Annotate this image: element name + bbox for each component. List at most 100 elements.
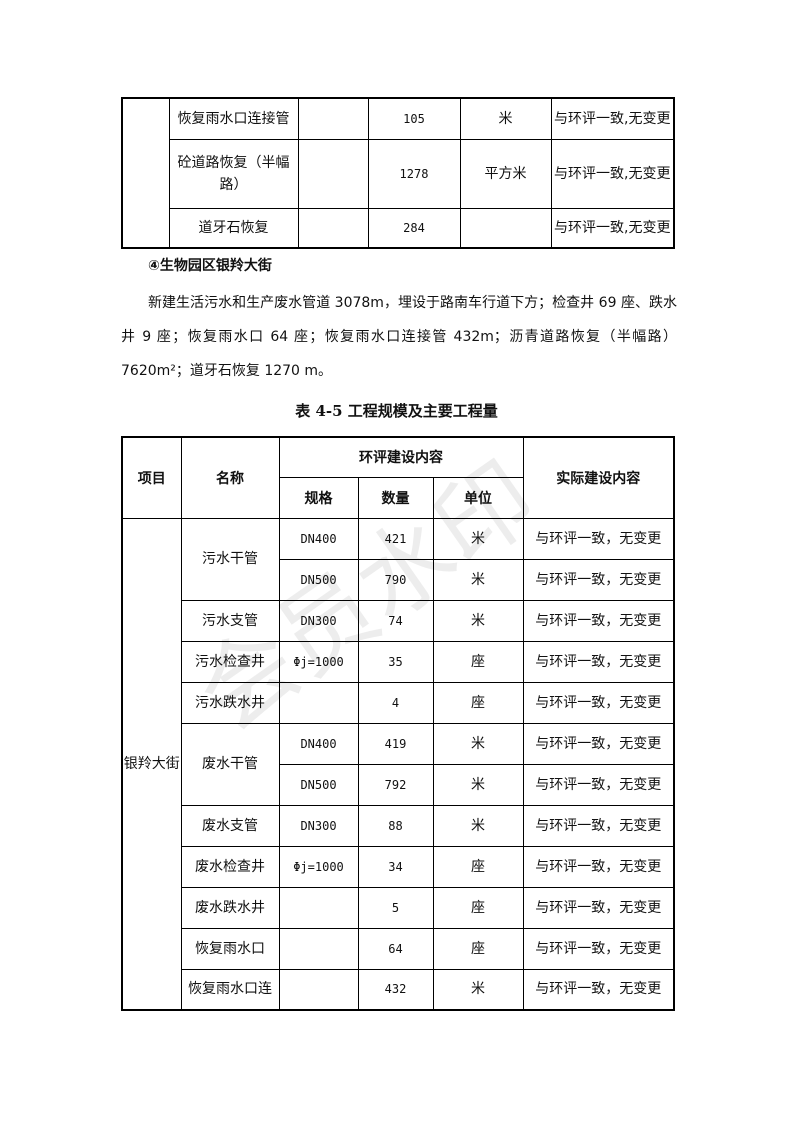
unit-cell: 米 [432,763,524,806]
unit-cell: 座 [432,845,524,888]
name-cell: 污水干管 [180,517,280,601]
unit-cell: 平方米 [459,138,552,209]
spec-cell: Φj=1000 [278,845,359,888]
name-cell: 废水检查井 [180,845,280,888]
qty-cell: 419 [357,722,434,765]
actual-cell: 与环评一致,无变更 [550,207,675,249]
spec-cell: DN300 [278,599,359,642]
actual-cell: 与环评一致,无变更 [550,138,675,209]
qty-cell: 35 [357,640,434,683]
unit-cell: 米 [432,558,524,601]
spec-cell [278,968,359,1011]
spec-cell: DN400 [278,517,359,560]
header-qty: 数量 [357,476,434,519]
header-actual: 实际建设内容 [522,436,675,519]
spec-cell: DN500 [278,558,359,601]
table-row: 恢复雨水口 64 座与环评一致，无变更 [122,927,675,970]
table-row: 废水检查井 Φj=1000 34 座与环评一致，无变更 [122,845,675,888]
header-project: 项目 [121,436,182,519]
header-spec: 规格 [278,476,359,519]
project-cell: 银羚大街 [121,517,182,1011]
name-cell: 废水支管 [180,804,280,847]
actual-cell: 与环评一致，无变更 [522,517,675,560]
actual-cell: 与环评一致，无变更 [522,804,675,847]
spec-cell [278,927,359,970]
unit-cell: 米 [459,97,552,140]
unit-cell: 米 [432,599,524,642]
spec-cell [297,97,369,140]
spec-cell: DN400 [278,722,359,765]
qty-cell: 792 [357,763,434,806]
section-paragraph: 新建生活污水和生产废水管道 3078m，埋设于路南车行道下方；检查井 69 座、… [121,295,677,379]
table-row: 道牙石恢复 284 与环评一致,无变更 [122,207,675,249]
unit-cell: 米 [432,517,524,560]
name-cell: 道牙石恢复 [168,207,299,249]
unit-cell: 米 [432,722,524,765]
name-cell: 污水跌水井 [180,681,280,724]
table-row: 废水跌水井 5 座与环评一致，无变更 [122,886,675,929]
name-cell: 恢复雨水口连接管 [168,97,299,140]
name-cell: 污水支管 [180,599,280,642]
name-cell: 废水跌水井 [180,886,280,929]
project-cell [121,97,170,249]
table-row: 银羚大街 污水干管 DN400 421 米与环评一致，无变更 [121,517,675,1011]
unit-cell: 座 [432,640,524,683]
unit-cell: 米 [432,968,524,1011]
table-top: 恢复雨水口连接管 105 米与环评一致,无变更 砼道路恢复（半幅路） 1278 平方米 与环… [121,97,675,249]
table-row: 污水支管 DN300 74 米与环评一致，无变更 [122,599,675,642]
header-unit: 单位 [432,476,524,519]
spec-cell [297,138,369,209]
name-cell: 砼道路恢复（半幅路） [168,138,299,209]
header-eia: 环评建设内容 [278,436,524,478]
unit-cell: 座 [432,927,524,970]
name-cell: 恢复雨水口连 [180,968,280,1011]
table-row: DN500 790 米与环评一致，无变更 [122,558,675,601]
qty-cell: 74 [357,599,434,642]
table-row: 废水干管 DN400 419 米与环评一致，无变更 [122,722,675,806]
section-heading: ④生物园区银羚大街 [148,258,272,274]
actual-cell: 与环评一致，无变更 [522,845,675,888]
qty-cell: 34 [357,845,434,888]
actual-cell: 与环评一致，无变更 [522,722,675,765]
unit-cell [459,207,552,249]
actual-cell: 与环评一致，无变更 [522,927,675,970]
qty-cell: 64 [357,927,434,970]
name-cell: 污水检查井 [180,640,280,683]
unit-cell: 座 [432,886,524,929]
qty-cell: 284 [367,207,461,249]
actual-cell: 与环评一致，无变更 [522,640,675,683]
spec-cell [297,207,369,249]
table-row: DN500 792 米与环评一致，无变更 [122,763,675,806]
actual-cell: 与环评一致，无变更 [522,763,675,806]
table-row: 污水检查井 Φj=1000 35 座与环评一致，无变更 [122,640,675,683]
unit-cell: 座 [432,681,524,724]
spec-cell: Φj=1000 [278,640,359,683]
unit-cell: 米 [432,804,524,847]
table-caption: 表 4-5 工程规模及主要工程量 [295,402,498,420]
table-row: 废水支管 DN300 88 米与环评一致，无变更 [122,804,675,847]
qty-cell: 4 [357,681,434,724]
spec-cell: DN500 [278,763,359,806]
actual-cell: 与环评一致，无变更 [522,599,675,642]
spec-cell: DN300 [278,804,359,847]
table-row: 恢复雨水口连 432 米与环评一致，无变更 [122,968,675,1011]
header-name: 名称 [180,436,280,519]
spec-cell [278,681,359,724]
actual-cell: 与环评一致，无变更 [522,886,675,929]
qty-cell: 105 [367,97,461,140]
qty-cell: 432 [357,968,434,1011]
spec-cell [278,886,359,929]
actual-cell: 与环评一致，无变更 [522,681,675,724]
qty-cell: 421 [357,517,434,560]
name-cell: 恢复雨水口 [180,927,280,970]
qty-cell: 5 [357,886,434,929]
table-row: 污水跌水井 4 座与环评一致，无变更 [122,681,675,724]
qty-cell: 88 [357,804,434,847]
actual-cell: 与环评一致，无变更 [522,558,675,601]
qty-cell: 1278 [367,138,461,209]
actual-cell: 与环评一致，无变更 [522,968,675,1011]
qty-cell: 790 [357,558,434,601]
table-row: 砼道路恢复（半幅路） 1278 平方米 与环评一致,无变更 [122,138,675,209]
actual-cell: 与环评一致,无变更 [550,97,675,140]
name-cell: 废水干管 [180,722,280,806]
